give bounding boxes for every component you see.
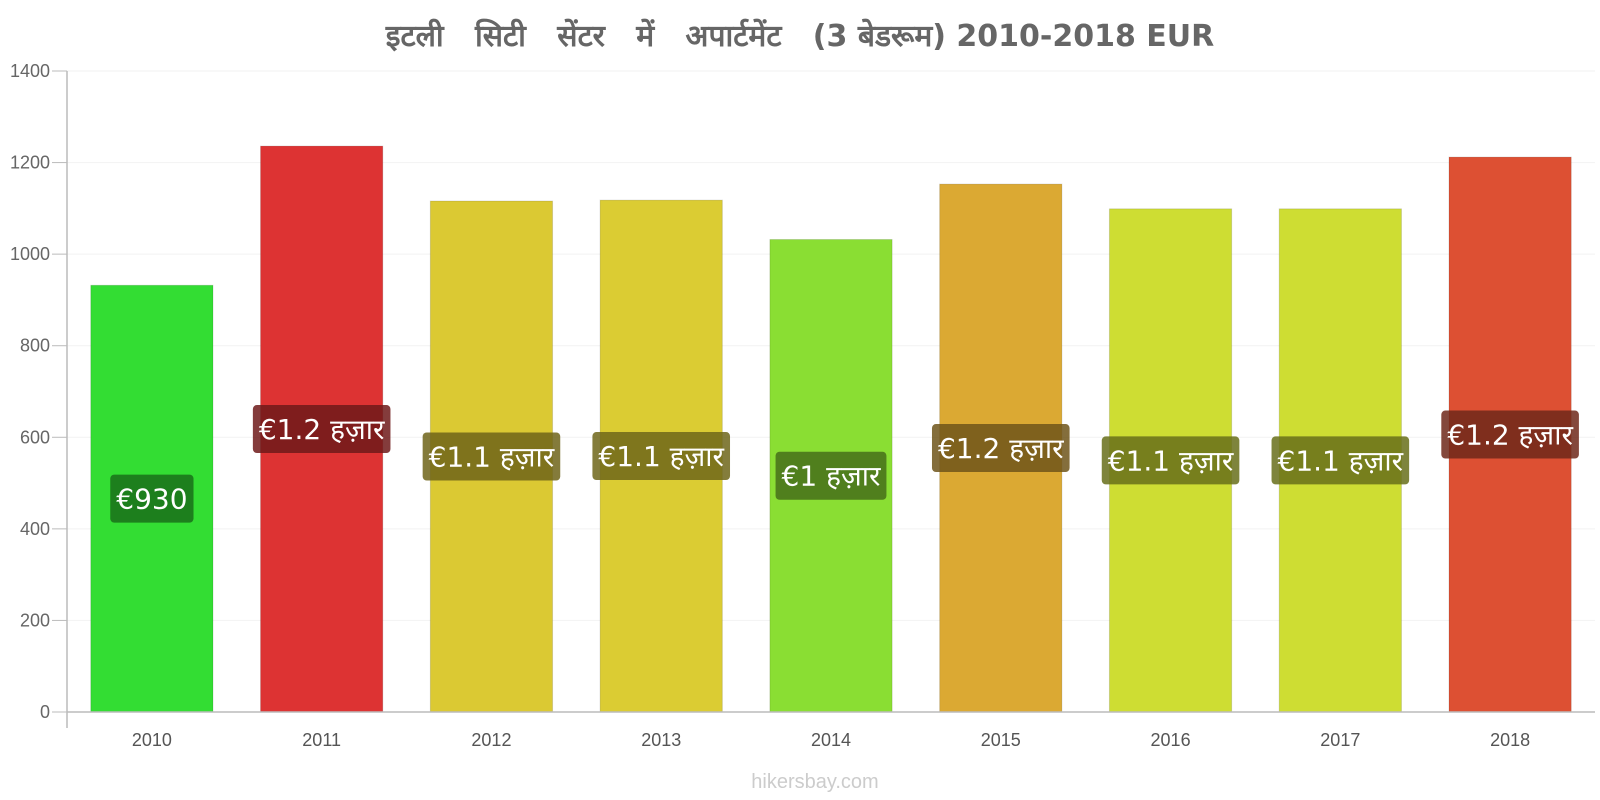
y-tick-label: 1400: [10, 61, 50, 81]
data-labels: €930 €1.2 हज़ार €1.1 हज़ार €1.1 हज़ार €1 हज़…: [110, 405, 1579, 523]
data-label-box: [1441, 410, 1579, 459]
y-tick-label: 800: [20, 336, 50, 356]
data-label-text: €1.2 हज़ार: [938, 432, 1064, 465]
data-label-2015: €1.2 हज़ार: [931, 424, 1070, 473]
watermark: hikersbay.com: [751, 771, 878, 793]
x-tick-label: 2011: [302, 730, 341, 750]
x-tick-label: 2017: [1320, 730, 1360, 750]
data-label-box: [252, 405, 391, 454]
x-tick-label: 2018: [1490, 730, 1530, 750]
x-tick-label: 2016: [1151, 730, 1191, 750]
data-label-box: [1101, 436, 1240, 485]
chart-title: इटली सिटी सेंटर में अपार्टमेंट (3 बेडरूम…: [385, 18, 1215, 54]
data-label-box: [1271, 436, 1410, 485]
data-label-box: [775, 451, 887, 500]
y-axis: 0 200 400 600 800 1000 1200 1400: [10, 61, 68, 728]
x-tick-label: 2012: [471, 730, 511, 750]
data-label-box: [422, 432, 561, 481]
data-label-2013: €1.1 हज़ार: [592, 432, 731, 481]
y-tick-label: 1200: [10, 153, 50, 173]
y-tick-label: 600: [20, 427, 50, 447]
data-label-2016: €1.1 हज़ार: [1101, 436, 1240, 485]
x-axis: 2010 2011 2012 2013 2014 2015 2016 2017 2018: [67, 711, 1595, 750]
data-label-2017: €1.1 हज़ार: [1271, 436, 1410, 485]
data-label-text: €1.1 हज़ार: [1278, 444, 1404, 477]
data-label-2018: €1.2 हज़ार: [1441, 410, 1579, 459]
data-label-box: [931, 424, 1070, 473]
data-label-text: €1.1 हज़ार: [1108, 444, 1234, 477]
data-label-text: €1.2 हज़ार: [259, 413, 385, 446]
y-tick-label: 400: [20, 519, 50, 539]
x-tick-label: 2010: [132, 730, 172, 750]
data-label-2010: €930: [110, 474, 194, 523]
y-tick-label: 1000: [10, 244, 50, 264]
data-label-text: €930: [116, 483, 187, 516]
data-label-box: [592, 432, 731, 481]
y-tick-label: 200: [20, 610, 50, 630]
x-tick-label: 2013: [641, 730, 681, 750]
x-tick-label: 2014: [811, 730, 851, 750]
data-label-text: €1.1 हज़ार: [429, 441, 555, 474]
data-label-2014: €1 हज़ार: [775, 451, 887, 500]
data-label-2011: €1.2 हज़ार: [252, 405, 391, 454]
data-label-text: €1.1 हज़ार: [598, 440, 724, 473]
data-label-text: €1.2 हज़ार: [1447, 419, 1573, 452]
data-label-2012: €1.1 हज़ार: [422, 432, 561, 481]
data-label-text: €1 हज़ार: [782, 460, 881, 493]
x-tick-label: 2015: [981, 730, 1021, 750]
data-label-box: [110, 474, 194, 523]
y-tick-label: 0: [40, 702, 50, 722]
